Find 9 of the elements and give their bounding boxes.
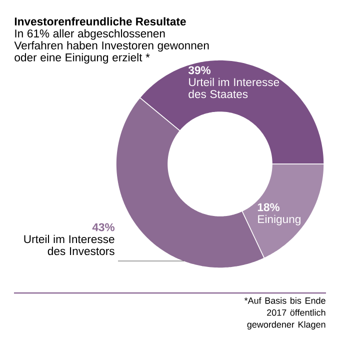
chart-title: Investorenfreundliche Resultate [14, 17, 186, 26]
text: *Auf Basis bis Ende 2017 öffentlich gewordener Klagen [244, 297, 326, 330]
data-label: 39% [188, 66, 211, 74]
slice-label: Urteil im Interesse des Investors [24, 234, 114, 256]
chart-subtitle: In 61% aller abgeschlossenen Verfahren haben Investoren gewonnen oder eine Einigung erzielt * [14, 29, 209, 64]
slice-label: Einigung [258, 214, 300, 226]
data-label: 43% [92, 223, 114, 232]
data-label: 18% [258, 203, 280, 212]
slice-label: Urteil im Interesse des Staates [188, 78, 280, 98]
